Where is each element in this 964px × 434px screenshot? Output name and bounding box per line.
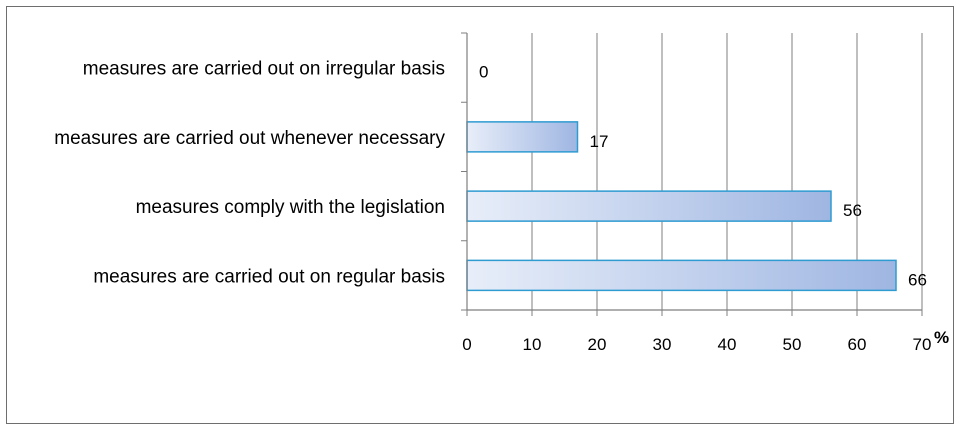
data-label: 17 [590,132,609,151]
x-tick-label: 0 [462,335,471,354]
x-tick-label: 70 [913,335,932,354]
axes [461,32,923,316]
x-tick-label: 20 [588,335,607,354]
data-label: 0 [479,63,488,82]
category-label: measures are carried out on irregular ba… [83,59,445,80]
labels: 0 10 20 30 40 50 60 70 % measures are carried out… [54,59,949,354]
chart-frame [6,6,954,424]
x-tick-label: 60 [848,335,867,354]
bar [466,259,897,292]
x-unit-label: % [934,328,949,347]
bar [466,190,832,222]
x-tick-label: 40 [718,335,737,354]
data-label: 56 [843,201,862,220]
category-label: measures are carried out whenever necess… [54,128,445,149]
category-label: measures are carried out on regular basi… [93,266,445,287]
category-label: measures comply with the legislation [136,197,445,218]
x-tick-label: 30 [653,335,672,354]
x-tick-label: 50 [783,335,802,354]
bars [466,121,897,292]
bar [466,121,579,153]
data-label: 66 [908,270,927,289]
x-tick-label: 10 [523,335,542,354]
